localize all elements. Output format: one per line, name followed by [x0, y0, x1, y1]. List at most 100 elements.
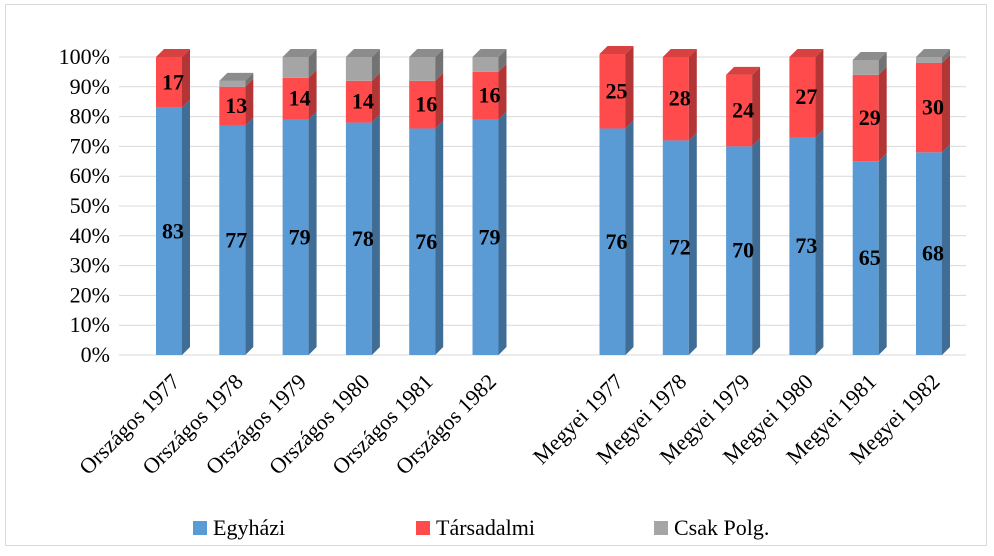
- bar-segment: [916, 57, 942, 63]
- bar-segment: [219, 86, 246, 126]
- bar-segment: [852, 161, 879, 355]
- legend-swatch: [654, 521, 668, 535]
- bar-top: [662, 49, 697, 57]
- bar-side: [371, 114, 380, 355]
- bar-segment: [282, 77, 309, 120]
- bar-side: [878, 66, 887, 162]
- bar-segment: [156, 107, 182, 355]
- bar-side: [371, 49, 380, 81]
- bar-top: [156, 49, 190, 57]
- data-label: 77: [225, 227, 247, 252]
- bar-side: [942, 54, 950, 153]
- bar-side: [752, 138, 761, 355]
- data-label: 68: [922, 241, 944, 266]
- bar-segment: [219, 80, 246, 87]
- bar-segment: [662, 57, 689, 141]
- data-label: 25: [606, 78, 628, 103]
- bar-side: [815, 49, 824, 138]
- y-tick-label: 100%: [59, 44, 110, 69]
- data-label: 16: [479, 83, 501, 108]
- bar-top: [219, 72, 254, 81]
- data-label: 78: [352, 226, 374, 251]
- legend-swatch: [193, 521, 207, 535]
- bar-top: [726, 66, 761, 75]
- bar-side: [625, 46, 634, 129]
- bar-segment: [282, 119, 309, 355]
- bar-segment: [409, 128, 436, 355]
- data-label: 29: [859, 105, 881, 130]
- bar-side: [435, 120, 444, 356]
- chart-frame: 0% 10% 20% 30% 40% 50% 60% 70% 80% 90% 100% 83 17 77…: [5, 4, 987, 546]
- data-label: 76: [415, 229, 437, 254]
- data-label: 14: [352, 89, 374, 114]
- data-label: 76: [606, 229, 628, 254]
- bar-side: [498, 63, 507, 120]
- bar-side: [182, 49, 190, 108]
- bars: [156, 46, 950, 356]
- legend-label: Csak Polg.: [674, 515, 769, 540]
- y-tick-label: 70%: [70, 133, 110, 158]
- bar-side: [688, 49, 697, 141]
- bar-side: [752, 66, 761, 147]
- legend-swatch: [416, 521, 430, 535]
- bar-segment: [282, 57, 309, 78]
- bar-segment: [852, 59, 879, 75]
- data-label: 79: [289, 224, 311, 249]
- bar-side: [245, 117, 254, 355]
- data-label: 17: [162, 69, 184, 94]
- data-label: 16: [415, 92, 437, 117]
- data-label: 79: [479, 224, 501, 249]
- bar-top: [599, 46, 634, 55]
- bar-side: [498, 49, 507, 72]
- bar-segment: [345, 122, 372, 355]
- bar-segment: [472, 71, 499, 120]
- bar-segment: [599, 54, 626, 129]
- data-label: 27: [795, 84, 817, 109]
- data-label: 13: [225, 93, 247, 118]
- bar-segment: [219, 125, 246, 355]
- bar-segment: [726, 146, 753, 355]
- bar-top: [409, 49, 444, 57]
- bar-side: [308, 69, 317, 120]
- y-tick-label: 30%: [70, 253, 110, 278]
- bar-side: [878, 153, 887, 355]
- data-label: 73: [795, 233, 817, 258]
- legend: Egyházi Társadalmi Csak Polg.: [193, 515, 769, 540]
- y-tick-label: 0%: [81, 342, 110, 367]
- bar-segment: [472, 57, 499, 72]
- bar-side: [498, 111, 507, 355]
- data-label: 83: [162, 218, 184, 243]
- bar-segment: [345, 80, 372, 123]
- data-labels: 83 17 77 13 79 14 78 14 76 16 79 16 76 25 72 28 70 24 73 27…: [162, 69, 944, 270]
- y-tick-label: 80%: [70, 104, 110, 129]
- bar-side: [625, 120, 634, 356]
- bar-side: [435, 72, 444, 129]
- data-label: 14: [289, 86, 311, 111]
- bar-segment: [789, 57, 816, 138]
- bar-side: [245, 72, 254, 87]
- stacked-bar-chart: 0% 10% 20% 30% 40% 50% 60% 70% 80% 90% 100% 83 17 77…: [59, 44, 966, 540]
- bar-side: [435, 49, 444, 81]
- legend-label: Társadalmi: [436, 515, 535, 540]
- bar-top: [345, 49, 380, 57]
- bar-side: [942, 49, 950, 63]
- bar-segment: [156, 57, 182, 108]
- bar-side: [245, 78, 254, 126]
- y-tick-label: 90%: [70, 74, 110, 99]
- data-label: 70: [732, 238, 754, 263]
- bar-side: [942, 144, 950, 355]
- bar-top: [282, 49, 317, 57]
- bar-side: [815, 129, 824, 355]
- data-label: 24: [732, 98, 754, 123]
- bar-segment: [409, 80, 436, 129]
- bar-top: [852, 51, 887, 60]
- bar-side: [688, 132, 697, 355]
- gridlines: [119, 56, 966, 356]
- bar-top: [472, 49, 507, 57]
- y-axis: 0% 10% 20% 30% 40% 50% 60% 70% 80% 90% 100%: [59, 44, 110, 367]
- bar-segment: [599, 128, 626, 355]
- bar-side: [371, 72, 380, 123]
- bar-segment: [852, 74, 879, 162]
- data-label: 72: [669, 235, 691, 260]
